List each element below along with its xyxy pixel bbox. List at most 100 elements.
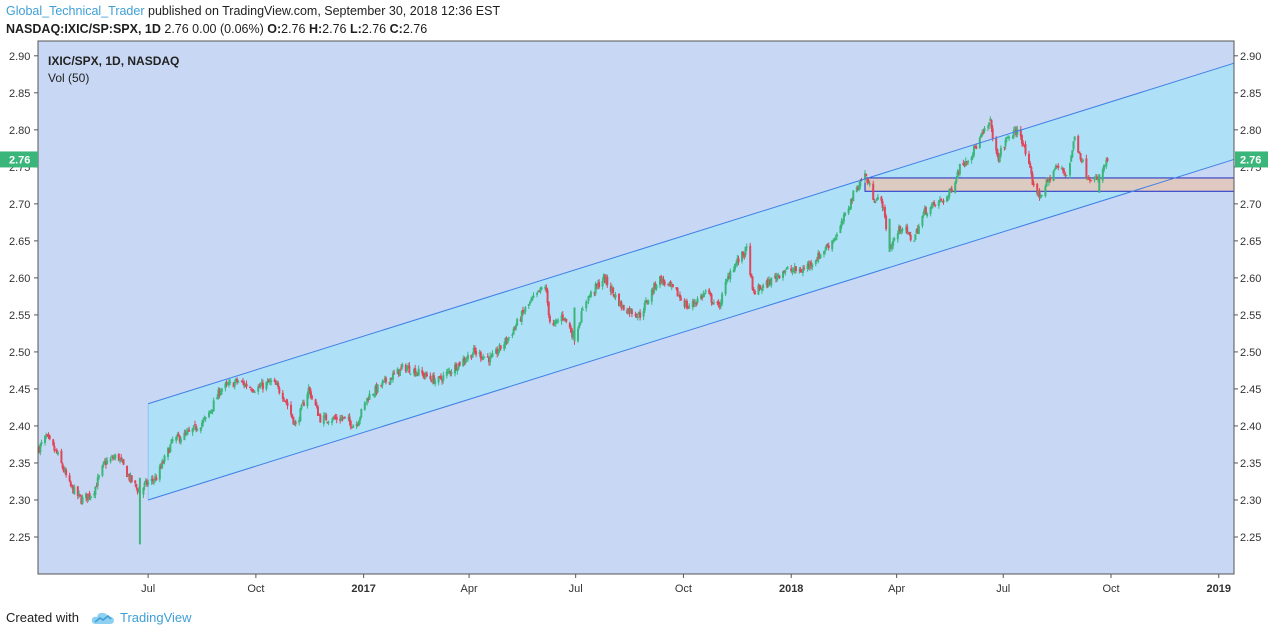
- candle-body: [69, 481, 72, 486]
- y-tick-label-right: 2.55: [1240, 310, 1261, 322]
- candle-body: [46, 434, 49, 436]
- close-label: C:: [389, 22, 403, 36]
- y-tick-label-right: 2.40: [1240, 421, 1261, 433]
- candle-body: [1097, 179, 1100, 181]
- y-tick-label-right: 2.30: [1240, 495, 1261, 507]
- candle-body: [859, 180, 862, 187]
- candle-body: [1053, 169, 1056, 171]
- candle-body: [1095, 176, 1098, 180]
- ohlc-readout: 2.76 0.00 (0.06%) O:2.76 H:2.76 L:2.76 C…: [164, 22, 427, 36]
- candle-body: [114, 454, 117, 459]
- candle-body: [219, 391, 222, 395]
- candle-body: [1004, 139, 1007, 147]
- candle-body: [595, 283, 598, 286]
- x-tick-label: 2018: [779, 583, 803, 595]
- candle-body: [300, 404, 303, 409]
- candle-body: [825, 245, 828, 250]
- plot-frame: [37, 40, 1235, 575]
- candle-body: [675, 287, 678, 289]
- candle-body: [621, 305, 624, 308]
- candle-body: [281, 392, 284, 399]
- candle-body: [175, 436, 178, 441]
- y-tick-label-right: 2.25: [1240, 532, 1261, 544]
- candle-body: [319, 414, 322, 423]
- candle-body: [480, 357, 483, 359]
- candle-body: [881, 201, 884, 209]
- candle-body: [938, 199, 941, 202]
- candle-body: [1052, 171, 1055, 181]
- candle-body: [766, 279, 769, 287]
- candle-body: [445, 371, 448, 376]
- candle-body: [849, 198, 852, 209]
- y-tick-label-left: 2.30: [9, 495, 30, 507]
- candle-body: [195, 425, 198, 431]
- candle-body: [893, 238, 896, 241]
- candle-body: [749, 245, 752, 275]
- candle-body: [751, 276, 754, 290]
- candle-body: [380, 385, 383, 387]
- candle-body: [866, 177, 869, 183]
- candle-body: [810, 262, 813, 266]
- candle-body: [375, 384, 378, 393]
- candle-body: [504, 338, 507, 346]
- candle-body: [586, 301, 589, 303]
- candle-body: [1013, 129, 1016, 131]
- candle-body: [539, 287, 542, 292]
- y-tick-label-right: 2.80: [1240, 125, 1261, 137]
- candle-body: [413, 369, 416, 374]
- candle-body: [1086, 177, 1089, 180]
- candle-body: [425, 373, 428, 377]
- candle-body: [423, 375, 426, 377]
- candle-body: [170, 439, 173, 444]
- candle-body: [732, 269, 735, 273]
- candle-body: [352, 425, 355, 428]
- candle-body: [316, 406, 319, 416]
- candle-body: [1087, 177, 1090, 180]
- price-chart[interactable]: 2.25 2.25 2.30 2.30 2.35 2.35 2.40 2.40 2.45 2.45…: [0, 40, 1274, 600]
- candle-body: [486, 356, 489, 358]
- candle-body: [38, 446, 41, 453]
- chart-legend-volume: Vol (50): [48, 71, 89, 85]
- candle-body: [831, 240, 834, 250]
- candle-body: [417, 368, 420, 376]
- x-tick-label: 2019: [1207, 583, 1231, 595]
- candle-body: [68, 475, 71, 482]
- candle-body: [709, 293, 712, 296]
- candle-body: [712, 302, 715, 304]
- candle-body: [923, 208, 926, 214]
- candle-body: [677, 295, 680, 297]
- y-tick-label-right: 2.70: [1240, 199, 1261, 211]
- candle-body: [421, 370, 424, 374]
- candle-body: [512, 328, 515, 335]
- candle-body: [398, 368, 401, 376]
- candle-body: [736, 258, 739, 264]
- candle-body: [606, 276, 609, 285]
- y-tick-label-left: 2.55: [9, 310, 30, 322]
- candle-body: [998, 155, 1001, 162]
- candle-body: [424, 372, 427, 378]
- candle-body: [629, 308, 632, 313]
- candle-body: [144, 480, 147, 482]
- candle-body: [815, 259, 818, 261]
- low-label: L:: [349, 22, 362, 36]
- candle-body: [1078, 151, 1081, 153]
- candle-body: [613, 294, 616, 298]
- tradingview-logo[interactable]: TradingView: [91, 610, 192, 625]
- candle-body: [718, 305, 721, 308]
- candle-body: [834, 238, 837, 240]
- candle-body: [940, 198, 943, 201]
- candle-body: [347, 417, 350, 419]
- candle-body: [907, 232, 910, 234]
- candle-body: [889, 247, 892, 249]
- candle-body: [200, 422, 203, 427]
- candle-body: [191, 428, 194, 433]
- candle-body: [759, 288, 762, 290]
- candle-body: [52, 439, 55, 446]
- candle-body: [1008, 137, 1011, 139]
- x-tick-label: Oct: [1102, 583, 1119, 595]
- candle-body: [685, 300, 688, 309]
- author-link[interactable]: Global_Technical_Trader: [6, 4, 145, 18]
- candle-body: [496, 349, 499, 355]
- candle-body: [784, 270, 787, 273]
- candle-body: [216, 397, 219, 400]
